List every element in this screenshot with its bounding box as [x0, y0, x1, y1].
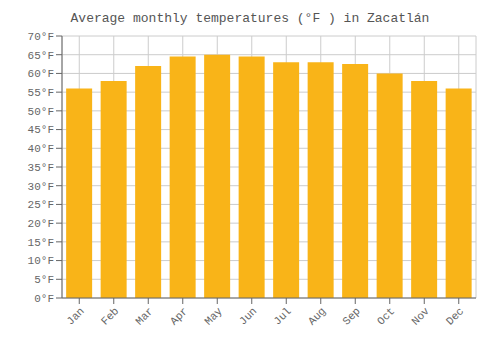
- svg-text:Apr: Apr: [168, 305, 190, 327]
- svg-text:May: May: [202, 305, 225, 328]
- svg-text:60°F: 60°F: [28, 68, 54, 80]
- svg-text:15°F: 15°F: [28, 237, 54, 249]
- svg-text:55°F: 55°F: [28, 87, 54, 99]
- svg-text:Oct: Oct: [375, 305, 397, 327]
- svg-text:10°F: 10°F: [28, 255, 54, 267]
- svg-text:30°F: 30°F: [28, 181, 54, 193]
- svg-text:20°F: 20°F: [28, 218, 54, 230]
- svg-text:70°F: 70°F: [28, 31, 54, 43]
- svg-text:Feb: Feb: [99, 305, 121, 327]
- svg-text:Mar: Mar: [133, 305, 155, 327]
- svg-text:40°F: 40°F: [28, 143, 54, 155]
- svg-text:65°F: 65°F: [28, 50, 54, 62]
- svg-text:Jul: Jul: [271, 305, 293, 327]
- svg-text:25°F: 25°F: [28, 199, 54, 211]
- svg-text:50°F: 50°F: [28, 106, 54, 118]
- svg-text:Sep: Sep: [340, 305, 362, 327]
- svg-text:0°F: 0°F: [34, 293, 54, 305]
- svg-text:Jun: Jun: [237, 305, 259, 327]
- svg-text:Nov: Nov: [409, 305, 432, 328]
- svg-text:Aug: Aug: [306, 305, 328, 327]
- svg-text:Jan: Jan: [64, 305, 86, 327]
- svg-text:45°F: 45°F: [28, 124, 54, 136]
- html-text:Average monthly temperatures (: Average monthly temperatures (°F ) in Za…: [70, 11, 430, 26]
- svg-text:5°F: 5°F: [34, 274, 54, 286]
- svg-text:Dec: Dec: [444, 305, 466, 327]
- svg-text:35°F: 35°F: [28, 162, 54, 174]
